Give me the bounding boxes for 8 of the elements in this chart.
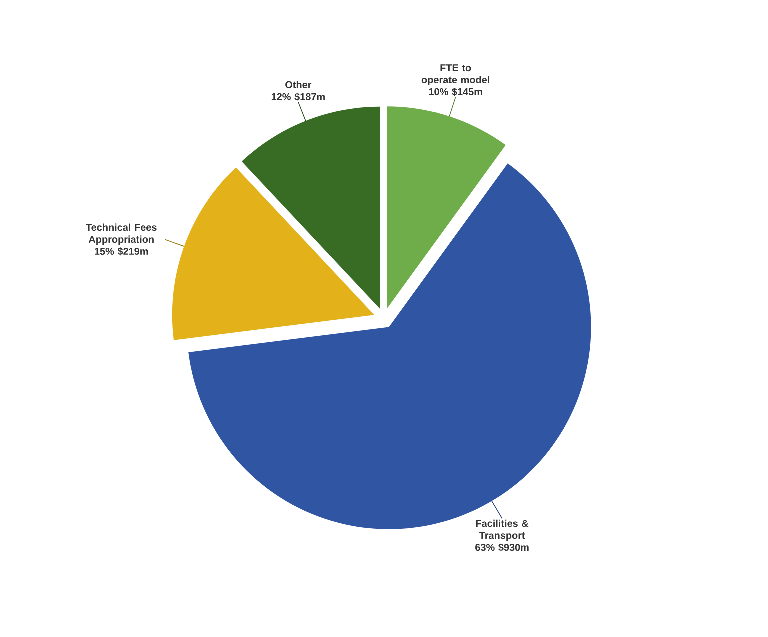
data-label: 10% $145m	[429, 88, 482, 96]
slice-label: FTE to operate model	[422, 64, 490, 86]
slice-label: Facilities & Transport	[476, 520, 529, 542]
data-label: 12% $187m	[272, 92, 325, 102]
data-label: 63% $930m	[476, 544, 529, 552]
slice-label: Other	[286, 81, 312, 88]
data-label: 15% $219m	[95, 248, 148, 256]
slice-label: Technical Fees Appropriation	[86, 224, 157, 246]
